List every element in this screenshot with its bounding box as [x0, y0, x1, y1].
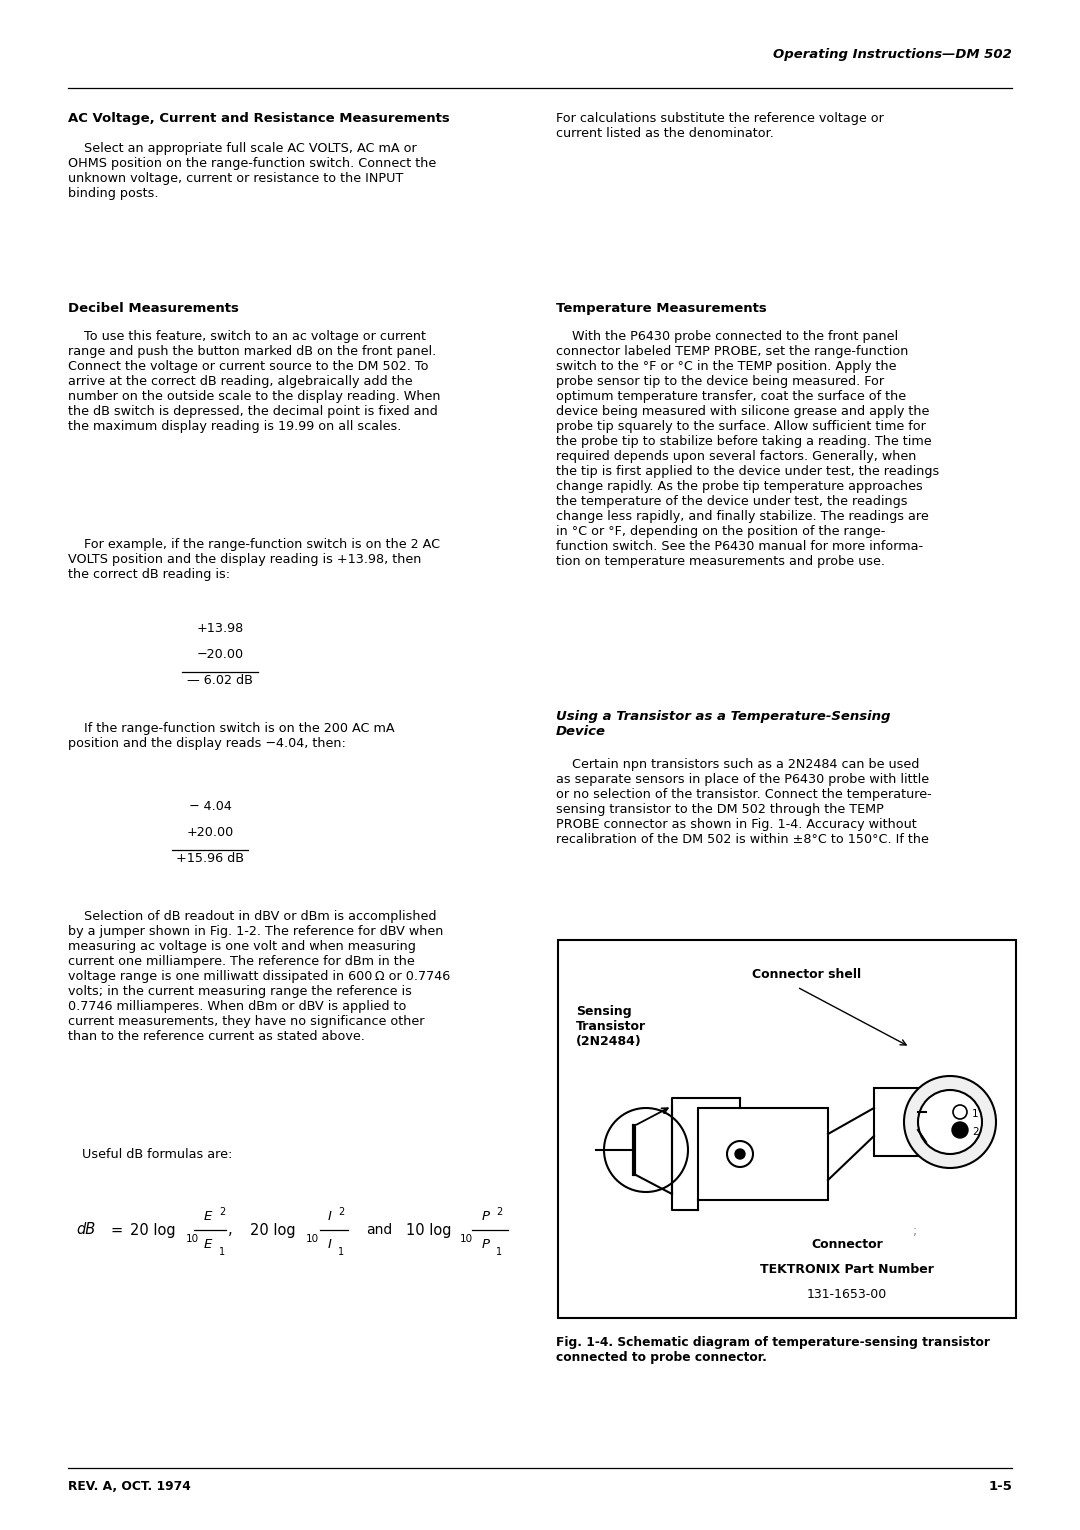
Text: 10 log: 10 log	[406, 1222, 451, 1238]
Text: 2: 2	[219, 1207, 226, 1216]
Text: 2: 2	[972, 1128, 978, 1137]
Text: 10: 10	[460, 1235, 473, 1244]
Text: +15.96 dB: +15.96 dB	[176, 852, 244, 864]
Text: Temperature Measurements: Temperature Measurements	[556, 301, 767, 315]
Text: 1: 1	[219, 1247, 225, 1258]
Text: AC Voltage, Current and Resistance Measurements: AC Voltage, Current and Resistance Measu…	[68, 112, 449, 125]
Text: Operating Instructions—DM 502: Operating Instructions—DM 502	[773, 47, 1012, 61]
Text: — 6.02 dB: — 6.02 dB	[187, 675, 253, 687]
Text: To use this feature, switch to an ac voltage or current
range and push the butto: To use this feature, switch to an ac vol…	[68, 330, 441, 433]
Text: Decibel Measurements: Decibel Measurements	[68, 301, 239, 315]
Text: For calculations substitute the reference voltage or
current listed as the denom: For calculations substitute the referenc…	[556, 112, 883, 141]
Text: TEKTRONIX Part Number: TEKTRONIX Part Number	[760, 1262, 934, 1276]
Text: Connector shell: Connector shell	[753, 968, 862, 981]
Text: +20.00: +20.00	[187, 826, 233, 838]
Circle shape	[904, 1076, 996, 1167]
Text: 1: 1	[338, 1247, 345, 1258]
Text: If the range-function switch is on the 200 AC mA
position and the display reads : If the range-function switch is on the 2…	[68, 722, 394, 750]
Circle shape	[735, 1149, 745, 1160]
Text: − 4.04: − 4.04	[189, 800, 231, 812]
Text: P: P	[482, 1238, 490, 1250]
Text: P: P	[482, 1210, 490, 1222]
Text: Selection of dB readout in dBV or dBm is accomplished
by a jumper shown in Fig. : Selection of dB readout in dBV or dBm is…	[68, 910, 450, 1043]
Bar	[558, 939, 1016, 1317]
Text: Useful dB formulas are:: Useful dB formulas are:	[82, 1148, 232, 1161]
Bar	[698, 1108, 828, 1200]
Text: Connector: Connector	[811, 1238, 882, 1252]
Text: I: I	[328, 1210, 332, 1222]
Text: REV. A, OCT. 1974: REV. A, OCT. 1974	[68, 1480, 191, 1493]
Text: E: E	[204, 1238, 212, 1250]
Text: For example, if the range-function switch is on the 2 AC
VOLTS position and the : For example, if the range-function switc…	[68, 539, 441, 581]
Text: E: E	[204, 1210, 212, 1222]
Text: With the P6430 probe connected to the front panel
connector labeled TEMP PROBE, : With the P6430 probe connected to the fr…	[556, 330, 940, 568]
Text: ;: ;	[913, 1226, 917, 1238]
Text: and: and	[366, 1222, 392, 1236]
Text: I: I	[328, 1238, 332, 1250]
Text: Sensing
Transistor
(2N2484): Sensing Transistor (2N2484)	[576, 1005, 646, 1048]
Text: −20.00: −20.00	[197, 649, 244, 661]
Text: 1: 1	[496, 1247, 502, 1258]
Text: Using a Transistor as a Temperature-Sensing
Device: Using a Transistor as a Temperature-Sens…	[556, 710, 891, 737]
Text: Fig. 1-4. Schematic diagram of temperature-sensing transistor
connected to probe: Fig. 1-4. Schematic diagram of temperatu…	[556, 1336, 990, 1365]
Text: 2: 2	[338, 1207, 345, 1216]
Text: 10: 10	[186, 1235, 199, 1244]
Text: +13.98: +13.98	[197, 623, 244, 635]
Text: dB: dB	[76, 1222, 95, 1238]
Text: 20 log: 20 log	[249, 1222, 296, 1238]
Text: Select an appropriate full scale AC VOLTS, AC mA or
OHMS position on the range-f: Select an appropriate full scale AC VOLT…	[68, 142, 436, 200]
Text: 10: 10	[306, 1235, 319, 1244]
Text: ,: ,	[228, 1222, 232, 1238]
Text: 1-5: 1-5	[988, 1480, 1012, 1493]
Circle shape	[951, 1121, 968, 1138]
Circle shape	[918, 1089, 982, 1154]
Text: 20 log: 20 log	[130, 1222, 176, 1238]
Text: 2: 2	[496, 1207, 502, 1216]
Text: =: =	[110, 1222, 122, 1238]
Text: 131-1653-00: 131-1653-00	[807, 1288, 887, 1300]
Text: Certain npn transistors such as a 2N2484 can be used
as separate sensors in plac: Certain npn transistors such as a 2N2484…	[556, 757, 932, 846]
Text: 1: 1	[972, 1109, 978, 1118]
Bar	[874, 1088, 926, 1157]
